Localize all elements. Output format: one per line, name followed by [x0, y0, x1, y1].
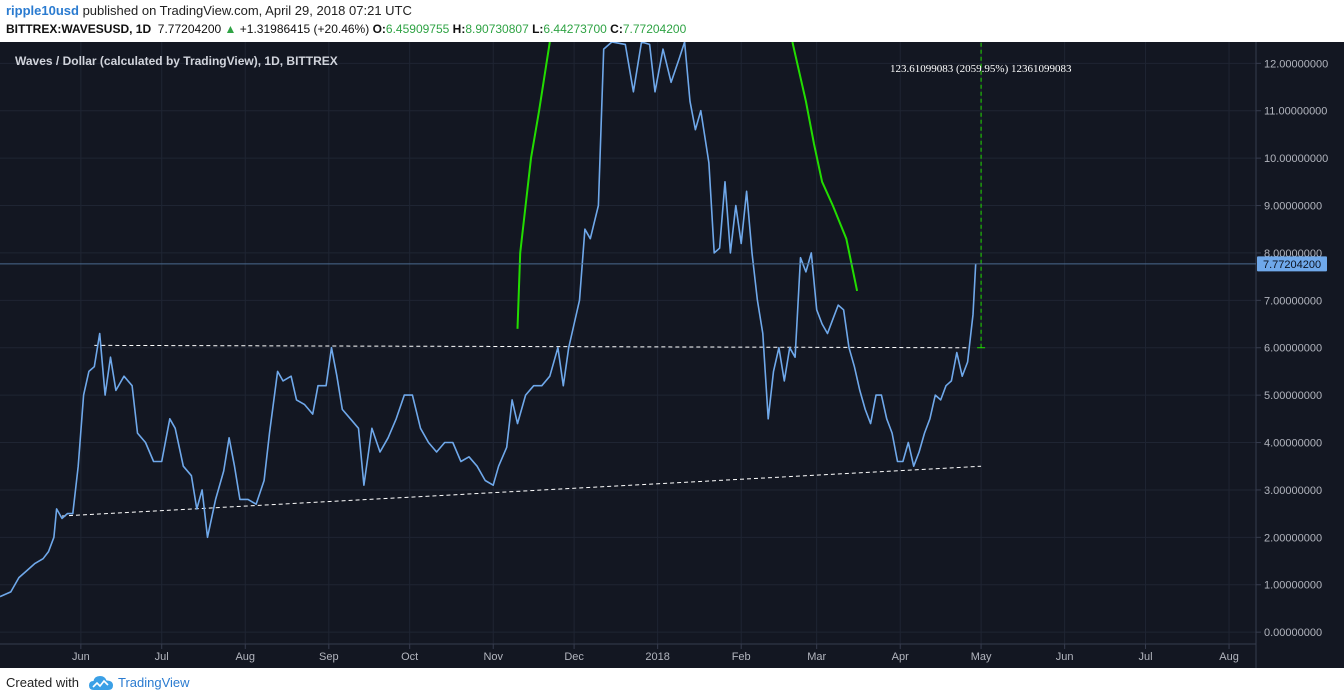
x-tick-label: Oct [401, 651, 418, 663]
close-label: C: [610, 22, 623, 36]
ohlc-bar: BITTREX:WAVESUSD, 1D 7.77204200 ▲ +1.319… [6, 22, 686, 36]
created-with-label: Created with [6, 675, 79, 690]
x-tick-label: Apr [892, 651, 909, 663]
author-link[interactable]: ripple10usd [6, 3, 79, 18]
green-curve-falling [791, 42, 859, 292]
open-value: 6.45909755 [385, 22, 450, 36]
last-price-badge-bg [1257, 256, 1327, 272]
symbol-label: BITTREX:WAVESUSD, 1D [6, 22, 152, 36]
y-tick-label: 0.00000000 [1264, 627, 1322, 639]
x-tick-label: Nov [483, 651, 503, 663]
x-tick-label: Aug [235, 651, 255, 663]
x-tick-label: Jun [1056, 651, 1074, 663]
green-curve-rising [516, 42, 551, 329]
x-tick-label: Jun [72, 651, 90, 663]
y-tick-label: 10.00000000 [1264, 153, 1328, 165]
support-trendline [61, 465, 982, 517]
grid-lines [0, 42, 1256, 644]
x-tick-label: Aug [1219, 651, 1239, 663]
last-price-badge-text: 7.77204200 [1263, 259, 1321, 271]
close-value: 7.77204200 [622, 22, 687, 36]
price-axis: 0.00000000 1.00000000 2.00000000 3.00000000… [1256, 58, 1328, 639]
time-axis: Jun Jul Aug Sep Oct Nov Dec 2018 Feb Mar Apr May Jun… [72, 644, 1239, 663]
y-tick-label: 7.00000000 [1264, 295, 1322, 307]
measure-label: 123.61099083 (2059.95%) 12361099083 [890, 63, 1072, 75]
x-tick-label: Sep [319, 651, 339, 663]
x-tick-label: May [971, 651, 992, 663]
x-tick-label: Jul [1138, 651, 1152, 663]
y-tick-label: 3.00000000 [1264, 485, 1322, 497]
y-tick-label: 5.00000000 [1264, 390, 1322, 402]
x-tick-label: Feb [732, 651, 751, 663]
publish-info: ripple10usd published on TradingView.com… [6, 3, 412, 18]
last-price-badge: 7.77204200 [0, 256, 1327, 272]
y-tick-label: 12.00000000 [1264, 58, 1328, 70]
y-tick-label: 9.00000000 [1264, 201, 1322, 213]
tradingview-link[interactable]: TradingView [118, 675, 190, 690]
y-tick-label: 2.00000000 [1264, 532, 1322, 544]
high-label: H: [452, 22, 466, 36]
publish-header: ripple10usd published on TradingView.com… [0, 0, 1344, 42]
y-tick-label: 4.00000000 [1264, 438, 1322, 450]
x-tick-label: Mar [807, 651, 826, 663]
y-tick-label: 6.00000000 [1264, 343, 1322, 355]
open-label: O: [372, 22, 386, 36]
series-layer [0, 42, 977, 598]
price-axis-bg[interactable] [1256, 42, 1344, 668]
drawings-layer [61, 42, 986, 517]
price-chart[interactable]: 0.00000000 1.00000000 2.00000000 3.00000000… [0, 42, 1344, 668]
x-tick-label: 2018 [645, 651, 669, 663]
y-tick-label: 1.00000000 [1264, 580, 1322, 592]
low-label: L: [532, 22, 544, 36]
last-price: 7.77204200 [157, 22, 222, 36]
chart-legend: Waves / Dollar (calculated by TradingVie… [15, 54, 338, 68]
resistance-trendline [94, 344, 968, 349]
x-tick-label: Dec [564, 651, 584, 663]
up-arrow-icon: ▲ [224, 22, 237, 36]
high-value: 8.90730807 [465, 22, 529, 36]
y-tick-label: 11.00000000 [1264, 106, 1327, 118]
price-series-line [0, 42, 977, 598]
published-text: published on TradingView.com, April 29, … [78, 3, 412, 18]
footer: Created with TradingView [0, 668, 1344, 700]
chart-area[interactable]: 0.00000000 1.00000000 2.00000000 3.00000000… [0, 42, 1344, 668]
x-tick-label: Jul [155, 651, 169, 663]
low-value: 6.44273700 [543, 22, 607, 36]
price-change: +1.31986415 (+20.46%) [239, 22, 370, 36]
